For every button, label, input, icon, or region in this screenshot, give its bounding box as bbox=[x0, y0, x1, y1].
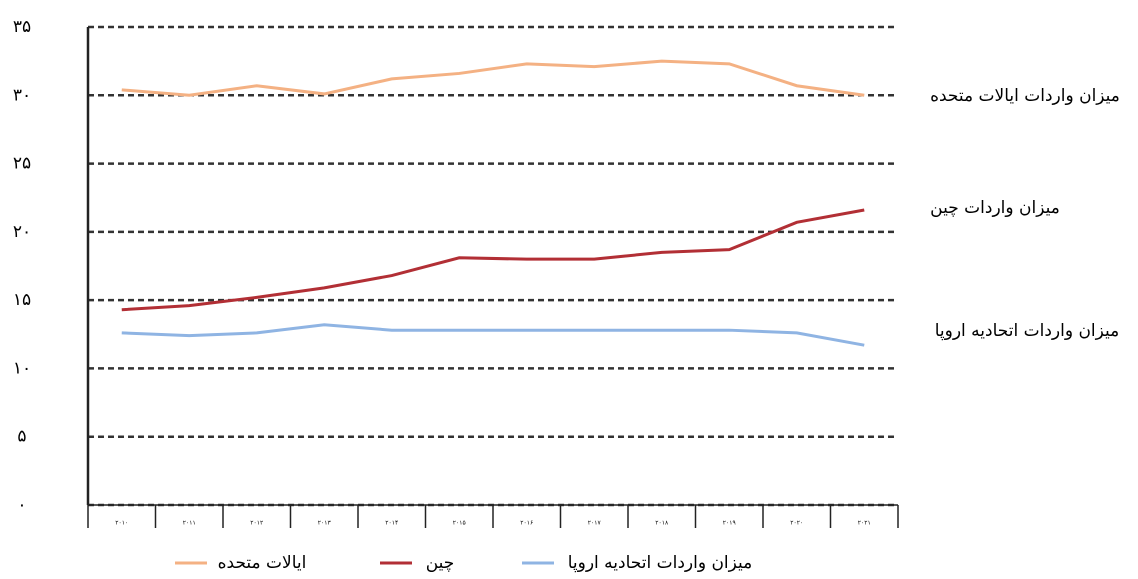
y-tick-label: ۲۵ bbox=[13, 154, 31, 174]
annotation: میزان واردات اتحادیه اروپا bbox=[935, 321, 1120, 341]
x-tick-label: ۲۰۱۸ bbox=[655, 520, 669, 527]
line-series bbox=[121, 208, 865, 312]
x-tick-label: ۲۰۱۴ bbox=[385, 520, 398, 527]
annotation: میزان واردات چین bbox=[930, 198, 1060, 218]
y-tick-label: ۰ bbox=[17, 495, 26, 515]
legend-label: میزان واردات اتحادیه اروپا bbox=[568, 553, 753, 573]
x-tick-label: ۲۰۲۱ bbox=[858, 520, 871, 527]
x-tick-label: ۲۰۱۶ bbox=[520, 520, 533, 527]
x-tick-label: ۲۰۱۱ bbox=[183, 520, 196, 527]
legend-label: ایالات متحده bbox=[218, 553, 307, 573]
x-tick-label: ۲۰۱۲ bbox=[250, 520, 263, 527]
y-tick-label: ۳۰ bbox=[13, 85, 31, 105]
line-series bbox=[121, 59, 865, 97]
x-tick-label: ۲۰۱۰ bbox=[115, 520, 128, 527]
y-tick-label: ۵ bbox=[17, 427, 26, 447]
annotation: میزان واردات ایالات متحده bbox=[930, 86, 1120, 106]
x-tick-label: ۲۰۲۰ bbox=[790, 520, 803, 527]
y-tick-label: ۱۵ bbox=[13, 290, 31, 310]
legend-label: چین bbox=[426, 553, 455, 573]
y-tick-label: ۱۰ bbox=[13, 358, 31, 378]
y-tick-label: ۲۰ bbox=[13, 222, 31, 242]
y-tick-label: ۳۵ bbox=[13, 17, 31, 37]
x-tick-label: ۲۰۱۵ bbox=[453, 520, 466, 527]
line-series bbox=[121, 323, 865, 347]
x-tick-label: ۲۰۱۹ bbox=[723, 520, 736, 527]
x-tick-label: ۲۰۱۷ bbox=[588, 520, 602, 527]
x-tick-label: ۲۰۱۳ bbox=[318, 520, 332, 527]
